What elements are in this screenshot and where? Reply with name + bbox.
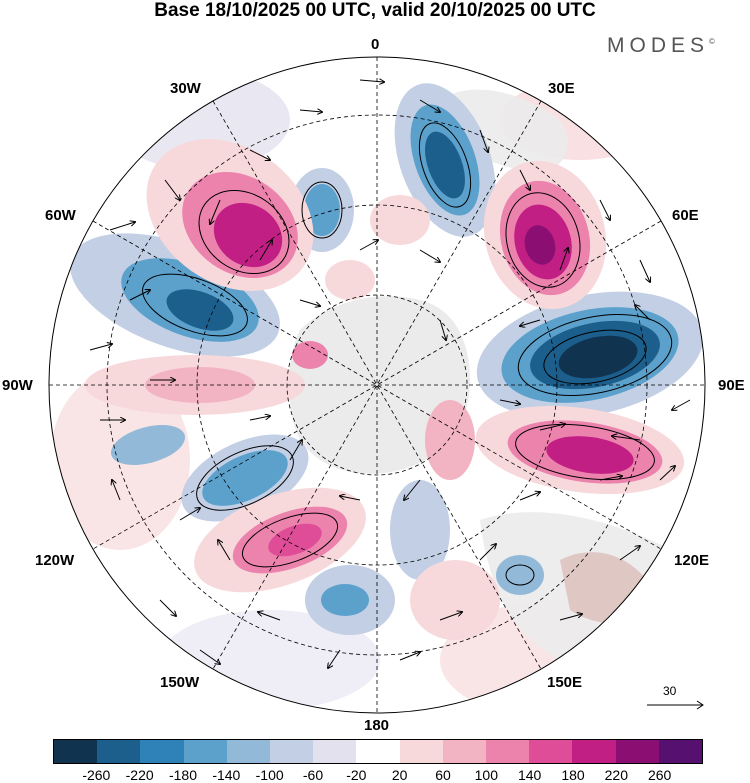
colorbar-tick-label: 140 — [517, 767, 542, 783]
wind-vectors — [89, 80, 691, 668]
colorbar-segment — [486, 740, 530, 763]
reference-vector-arrow — [647, 700, 704, 710]
colorbar-segment — [140, 740, 184, 763]
colorbar-tick-label: -100 — [255, 767, 284, 783]
colorbar-segment — [399, 740, 443, 763]
brand-name: MODES — [607, 34, 710, 57]
colorbar-segment — [313, 740, 357, 763]
colorbar-segment — [97, 740, 141, 763]
map-title: Base 18/10/2025 00 UTC, valid 20/10/2025… — [154, 0, 596, 21]
colorbar-tick-label: 100 — [474, 767, 499, 783]
colorbar-segment — [615, 740, 659, 763]
reference-vector-label: 30 — [663, 684, 677, 698]
graticule — [49, 57, 705, 713]
colorbar-tick-label: 220 — [604, 767, 629, 783]
colorbar-segment — [572, 740, 616, 763]
colorbar-segment — [658, 740, 703, 763]
map-field — [49, 57, 705, 713]
colorbar-segment — [529, 740, 573, 763]
colorbar-tick-label: -220 — [125, 767, 154, 783]
lon-label-30w: 30W — [170, 80, 201, 97]
lon-label-90e: 90E — [718, 377, 745, 394]
colorbar-tick-label: -20 — [346, 767, 367, 783]
colorbar-segment — [54, 740, 98, 763]
lon-label-30e: 30E — [548, 80, 575, 97]
height-contours — [142, 122, 673, 586]
lon-label-120e: 120E — [674, 552, 710, 569]
colorbar-segment — [442, 740, 487, 763]
colorbar-tick-label: -60 — [302, 767, 324, 783]
brand-mark: © — [709, 37, 715, 46]
lon-label-90w: 90W — [2, 377, 33, 394]
colorbar-segment — [183, 740, 227, 763]
colorbar-tick-label: -180 — [168, 767, 198, 783]
lon-label-0: 0 — [371, 36, 380, 53]
colorbar-ticks: -260 -220 -180 -140 -100 -60 -20 20 60 100 140 180 2… — [0, 767, 750, 783]
map-boundary — [48, 56, 706, 714]
colorbar-tick-label: -260 — [82, 767, 111, 783]
colorbar — [53, 739, 703, 764]
colorbar-segment — [226, 740, 271, 763]
lon-label-180: 180 — [364, 717, 390, 734]
colorbar-tick-label: 180 — [561, 767, 585, 783]
colorbar-tick-label: 20 — [391, 767, 408, 783]
colorbar-segment — [356, 740, 400, 763]
lon-label-120w: 120W — [35, 552, 75, 569]
brand-logo: MODES© — [607, 34, 715, 58]
lon-label-60e: 60E — [672, 207, 699, 224]
colorbar-tick-label: 260 — [647, 767, 672, 783]
colorbar-tick-label: -140 — [212, 767, 241, 783]
colorbar-tick-label: 60 — [435, 767, 451, 783]
lon-label-150e: 150E — [547, 674, 583, 691]
lon-label-60w: 60W — [45, 207, 76, 224]
colorbar-segment — [270, 740, 314, 763]
lon-label-150w: 150W — [160, 674, 200, 691]
